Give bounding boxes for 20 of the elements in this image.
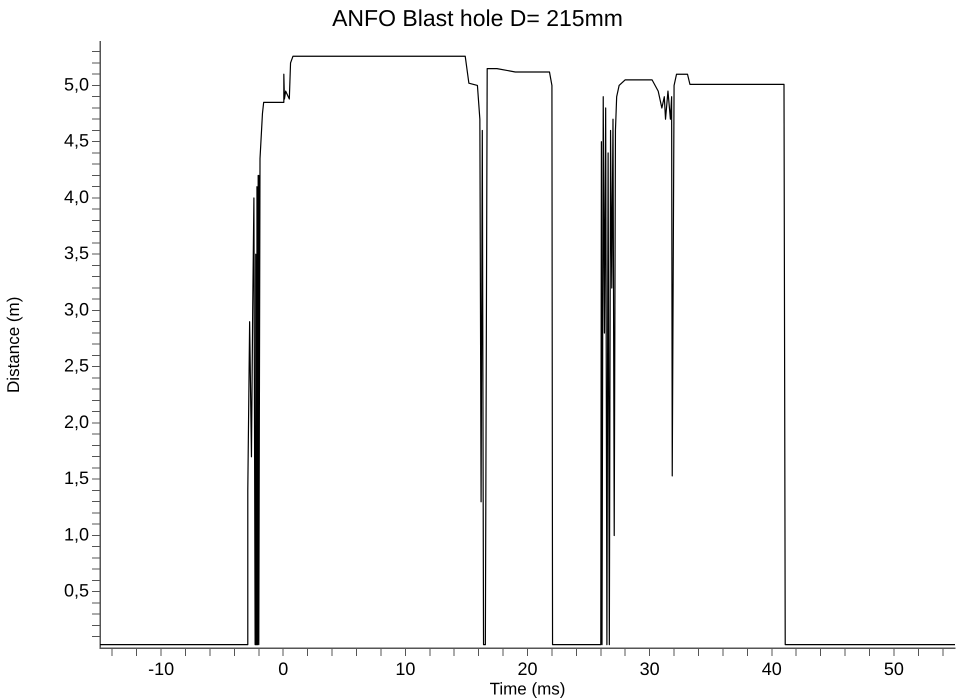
y-tick-label: 1,0 xyxy=(64,524,89,544)
x-tick-label: 40 xyxy=(762,658,782,679)
y-tick-label: 4,5 xyxy=(64,130,89,151)
y-tick-label: 5,0 xyxy=(64,74,89,94)
x-tick-label: 10 xyxy=(395,658,416,679)
x-tick-label: 50 xyxy=(884,658,904,679)
y-axis-title: Distance (m) xyxy=(4,296,23,393)
x-tick-label: -10 xyxy=(148,658,174,679)
y-tick-label: 2,5 xyxy=(64,356,89,376)
y-tick-label: 3,0 xyxy=(64,299,89,320)
y-tick-label: 3,5 xyxy=(64,243,89,264)
x-tick-label: 0 xyxy=(278,658,288,679)
x-tick-label: 30 xyxy=(640,658,660,679)
x-axis-title: Time (ms) xyxy=(490,679,566,698)
y-tick-label: 2,0 xyxy=(64,412,89,432)
chart-title: ANFO Blast hole D= 215mm xyxy=(332,5,623,32)
y-tick-label: 0,5 xyxy=(64,580,89,601)
y-tick-label: 4,0 xyxy=(64,186,89,207)
y-tick-label: 1,5 xyxy=(64,468,89,488)
x-tick-label: 20 xyxy=(517,658,538,679)
